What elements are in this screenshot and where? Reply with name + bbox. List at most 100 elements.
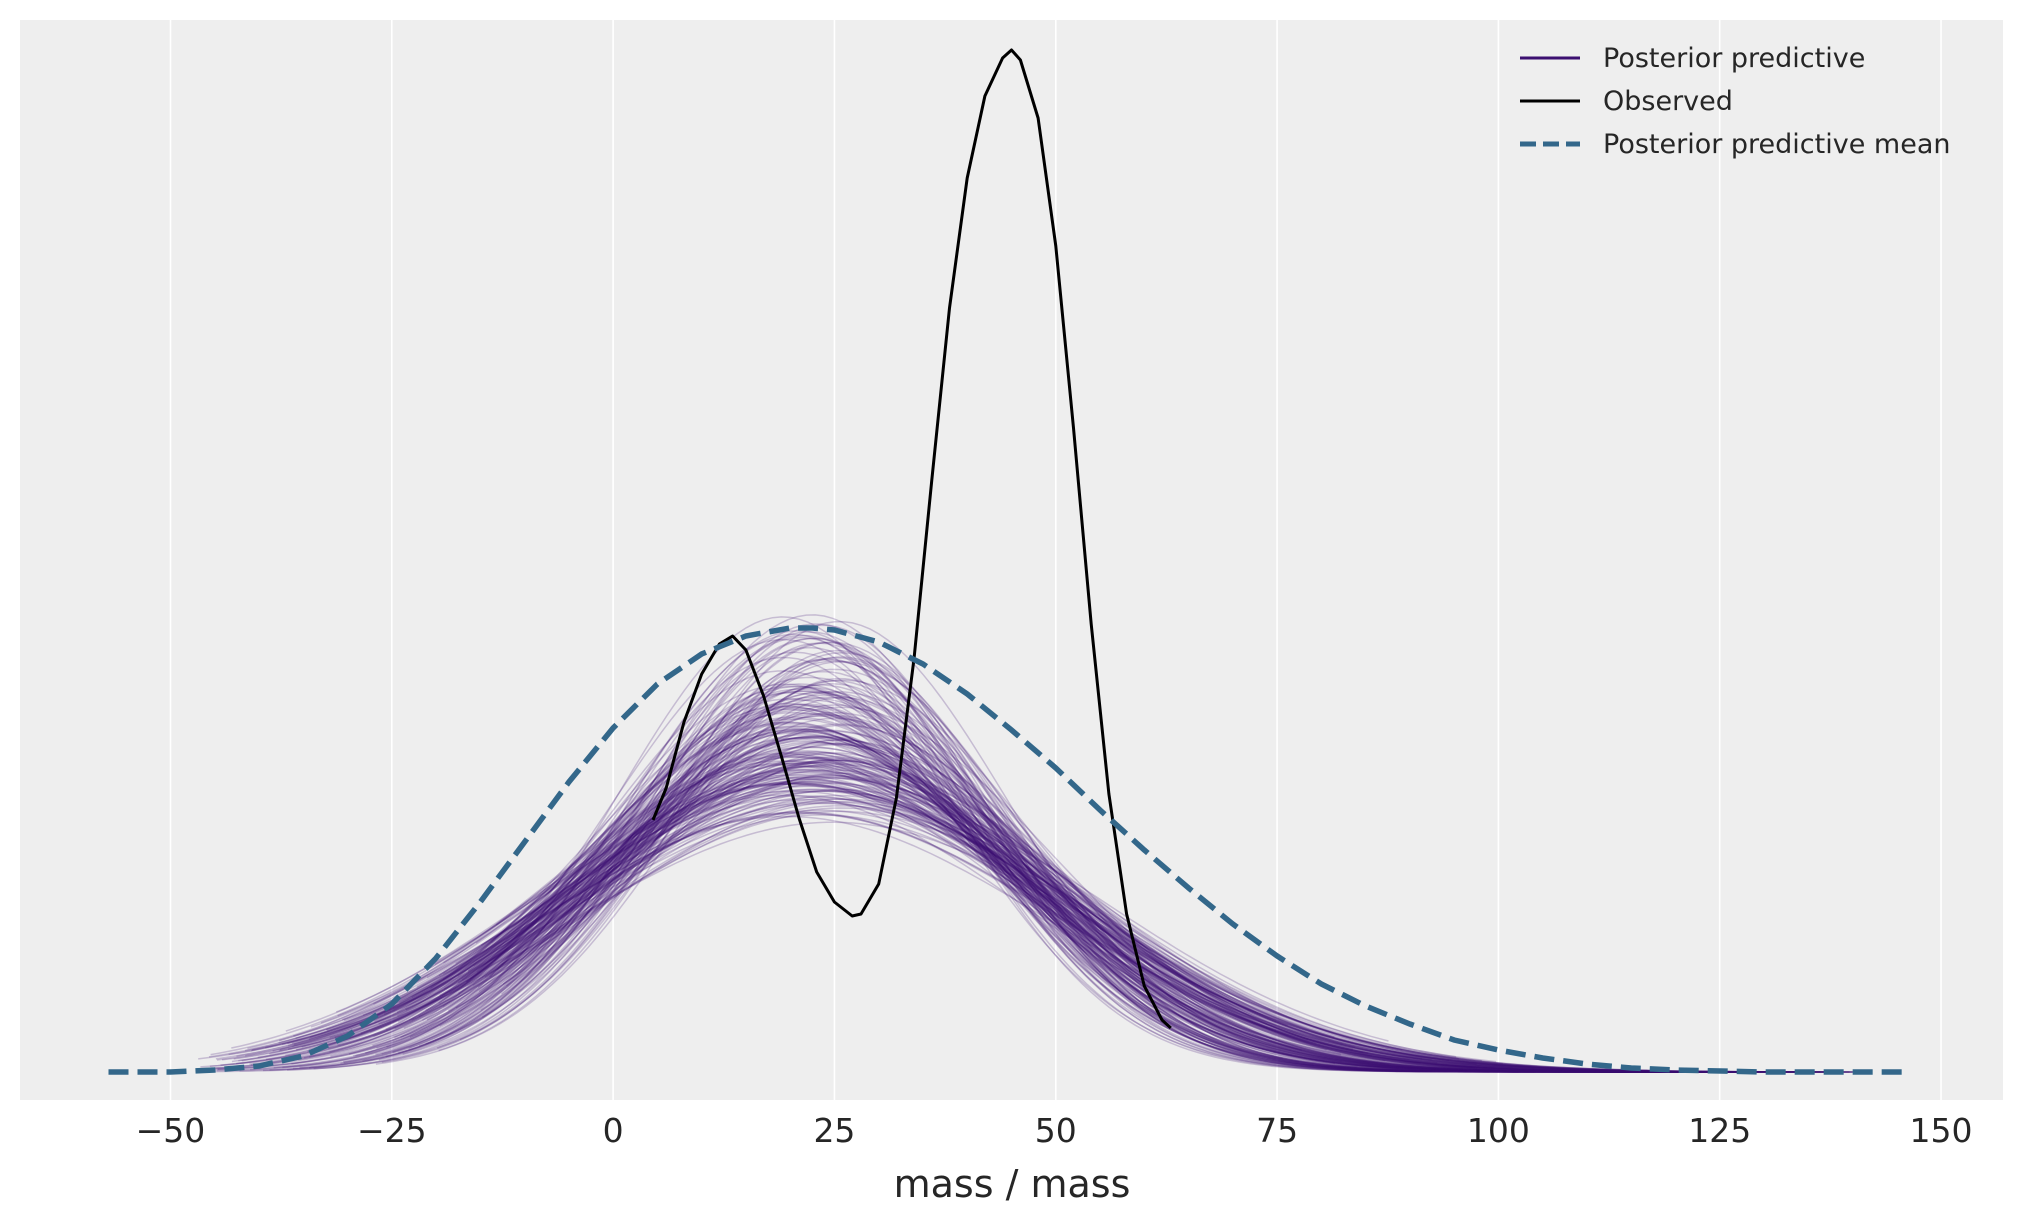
posterior-predictive-sample-line <box>320 782 1738 1073</box>
posterior-predictive-sample-line <box>200 743 1679 1073</box>
posterior-predictive-sample-line <box>501 794 1618 1072</box>
posterior-predictive-sample-line <box>385 683 1431 1072</box>
posterior-predictive-sample-line <box>287 641 1421 1073</box>
posterior-predictive-sample-line <box>397 777 1504 1067</box>
posterior-predictive-sample-line <box>438 769 1582 1072</box>
posterior-predictive-sample-line <box>343 691 1849 1073</box>
posterior-predictive-sample-line <box>467 721 1442 1071</box>
posterior-predictive-sample-line <box>337 774 1365 1054</box>
posterior-predictive-sample-line <box>249 688 1445 1071</box>
posterior-predictive-sample-line <box>303 699 1739 1073</box>
posterior-predictive-sample-line <box>430 766 1670 1073</box>
posterior-predictive-sample-line <box>278 777 1457 1058</box>
posterior-predictive-sample-line <box>480 776 1730 1073</box>
posterior-predictive-sample-line <box>342 760 1697 1073</box>
posterior-predictive-sample-line <box>373 690 1852 1073</box>
x-tick-label: 100 <box>1467 1111 1530 1150</box>
legend-item-posterior-predictive-mean: Posterior predictive mean <box>1520 129 1950 160</box>
x-axis-ticks: −50 −25 0 25 50 75 100 125 150 <box>136 1111 1973 1150</box>
legend-label: Posterior predictive <box>1603 43 1865 74</box>
posterior-predictive-sample-line <box>329 796 1410 1061</box>
posterior-predictive-sample-line <box>299 651 1522 1073</box>
posterior-predictive-sample-line <box>215 620 1561 1073</box>
posterior-predictive-sample-line <box>309 759 1744 1073</box>
legend-item-posterior-predictive: Posterior predictive <box>1520 43 1865 74</box>
posterior-predictive-sample-line <box>421 638 1671 1073</box>
legend-label: Observed <box>1603 86 1733 117</box>
posterior-predictive-sample-line <box>295 800 1403 1051</box>
posterior-predictive-sample-line <box>373 788 1649 1072</box>
posterior-predictive-sample-line <box>378 682 1424 1072</box>
posterior-predictive-sample-line <box>257 756 1356 1059</box>
posterior-predictive-sample-line <box>416 774 1648 1072</box>
posterior-predictive-sample-line <box>478 706 1524 1072</box>
posterior-predictive-sample-line <box>297 735 1821 1073</box>
posterior-predictive-sample-line <box>293 811 1781 1073</box>
posterior-predictive-sample-line <box>360 759 1344 1046</box>
x-tick-label: −25 <box>357 1111 427 1150</box>
posterior-predictive-sample-line <box>295 730 1624 1073</box>
posterior-predictive-sample-line <box>201 712 1300 1072</box>
posterior-predictive-sample-line <box>411 761 1369 1054</box>
legend-label: Posterior predictive mean <box>1603 129 1950 160</box>
posterior-predictive-sample-line <box>438 708 1440 1072</box>
posterior-predictive-sample-line <box>250 698 1358 1069</box>
posterior-predictive-sample-line <box>330 752 1650 1073</box>
posterior-predictive-sample-line <box>309 670 1682 1073</box>
posterior-predictive-sample-line <box>342 668 1663 1073</box>
posterior-predictive-sample-line <box>250 629 1747 1073</box>
posterior-predictive-sample-line <box>217 690 1342 1070</box>
posterior-predictive-sample-line <box>488 737 1641 1073</box>
posterior-predictive-sample-line <box>334 762 1353 1050</box>
posterior-predictive-sample-line <box>397 696 1284 1060</box>
posterior-predictive-sample-line <box>233 764 1801 1073</box>
posterior-predictive-sample-line <box>455 723 1855 1073</box>
posterior-predictive-sample-line <box>457 725 1370 1064</box>
posterior-predictive-sample-line <box>404 711 1557 1073</box>
posterior-predictive-sample-line <box>425 798 1789 1073</box>
posterior-predictive-sample-line <box>392 631 1535 1073</box>
posterior-predictive-sample-line <box>310 795 1560 1069</box>
posterior-predictive-sample-line <box>309 751 1727 1073</box>
posterior-predictive-sample-line <box>372 691 1586 1073</box>
posterior-predictive-sample-line <box>279 781 1502 1071</box>
posterior-predictive-sample-line <box>411 751 1528 1072</box>
posterior-predictive-sample-line <box>426 676 1490 1073</box>
posterior-predictive-sample-line <box>321 730 1473 1068</box>
posterior-predictive-sample-line <box>381 649 1613 1073</box>
posterior-predictive-sample-line <box>272 752 1663 1073</box>
x-tick-label: 50 <box>1035 1111 1077 1150</box>
posterior-predictive-sample-line <box>418 702 1853 1073</box>
posterior-predictive-sample-line <box>236 742 1574 1072</box>
posterior-predictive-sample-line <box>269 741 1518 1070</box>
posterior-predictive-sample-line <box>398 765 1825 1073</box>
posterior-predictive-sample-line <box>409 739 1544 1072</box>
posterior-predictive-sample-line <box>287 759 1705 1073</box>
posterior-predictive-sample-line <box>231 735 1525 1071</box>
legend-item-observed: Observed <box>1520 86 1733 117</box>
posterior-predictive-sample-line <box>215 781 1535 1070</box>
posterior-predictive-sample-line <box>210 776 1309 1056</box>
plot-background <box>20 20 2003 1100</box>
posterior-predictive-sample-line <box>365 616 1490 1073</box>
x-tick-label: 125 <box>1688 1111 1751 1150</box>
posterior-predictive-sample-line <box>278 790 1599 1072</box>
posterior-predictive-sample-line <box>198 736 1412 1070</box>
posterior-predictive-sample-line <box>216 768 1669 1073</box>
posterior-predictive-sample-line <box>385 646 1519 1073</box>
posterior-predictive-sample-line <box>335 782 1532 1068</box>
posterior-predictive-sample-line <box>396 705 1690 1073</box>
posterior-predictive-sample-line <box>326 729 1656 1073</box>
posterior-predictive-sample-line <box>292 810 1780 1073</box>
posterior-predictive-sample-line <box>472 727 1748 1073</box>
posterior-predictive-sample-line <box>376 707 1855 1073</box>
posterior-predictive-sample-line <box>458 775 1840 1073</box>
posterior-predictive-sample-line <box>313 680 1545 1073</box>
posterior-predictive-sample-line <box>247 755 1487 1069</box>
posterior-predictive-sample-line <box>383 753 1704 1073</box>
posterior-predictive-sample-line <box>214 683 1490 1073</box>
posterior-predictive-sample-line <box>459 652 1771 1073</box>
posterior-predictive-sample-line <box>506 717 1746 1073</box>
posterior-predictive-sample-line <box>220 706 1699 1073</box>
posterior-predictive-sample-line <box>442 716 1303 1052</box>
